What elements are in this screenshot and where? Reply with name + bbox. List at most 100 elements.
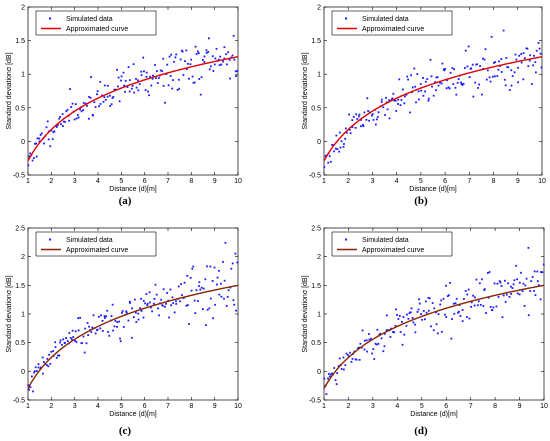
scatter-point — [522, 78, 525, 81]
scatter-point — [99, 80, 102, 83]
scatter-point — [344, 127, 347, 130]
legend-scatter-marker — [49, 17, 51, 20]
scatter-point — [91, 326, 94, 329]
legend-curve-label: Approximated curve — [362, 247, 424, 254]
scatter-point — [367, 110, 369, 112]
scatter-point — [386, 108, 389, 111]
scatter-point — [132, 63, 135, 66]
scatter-point — [424, 90, 426, 93]
scatter-point — [109, 105, 112, 107]
scatter-point — [464, 49, 467, 52]
scatter-point — [447, 86, 450, 89]
scatter-point — [148, 291, 151, 294]
scatter-point — [445, 87, 448, 90]
scatter-point — [372, 348, 375, 350]
scatter-point — [47, 365, 50, 368]
scatter-point — [105, 315, 108, 318]
scatter-point — [427, 309, 430, 312]
scatter-point — [53, 130, 56, 133]
scatter-point — [450, 337, 453, 340]
scatter-point — [334, 379, 337, 382]
scatter-point — [368, 333, 370, 335]
scatter-point — [59, 116, 62, 118]
scatter-point — [498, 280, 501, 283]
scatter-point — [534, 71, 537, 74]
scatter-point — [467, 288, 470, 291]
scatter-point — [399, 104, 402, 107]
scatter-point — [96, 90, 99, 93]
scatter-point — [494, 61, 497, 63]
axes-frame — [27, 227, 239, 401]
scatter-point — [70, 106, 73, 108]
scatter-point — [197, 300, 199, 302]
scatter-point — [188, 323, 190, 325]
scatter-point — [456, 81, 459, 84]
scatter-point — [128, 79, 131, 82]
scatter-point — [179, 58, 182, 61]
scatter-point — [530, 280, 533, 283]
scatter-point — [46, 120, 49, 123]
scatter-point — [371, 114, 373, 117]
scatter-point — [213, 63, 216, 66]
scatter-point — [185, 304, 188, 307]
scatter-point — [402, 88, 404, 91]
scatter-point — [139, 307, 142, 309]
scatter-point — [340, 140, 343, 143]
x-tick-label: 8 — [493, 403, 497, 410]
scatter-point — [185, 68, 188, 70]
scatter-point — [443, 69, 446, 72]
scatter-point — [189, 276, 192, 279]
scatter-point — [502, 294, 505, 297]
scatter-point — [198, 285, 200, 287]
scatter-point — [414, 331, 417, 334]
panel-label: (b) — [414, 195, 428, 207]
scatter-point — [346, 131, 348, 134]
scatter-point — [385, 329, 388, 332]
scatter-point — [460, 81, 463, 84]
scatter-point — [129, 301, 131, 304]
scatter-point — [435, 89, 437, 92]
scatter-point — [520, 53, 523, 55]
scatter-point — [112, 329, 115, 332]
legend-scatter-label: Simulated data — [362, 16, 409, 23]
scatter-point — [228, 59, 231, 61]
scatter-point — [397, 318, 400, 320]
scatter-point — [525, 47, 528, 50]
x-axis-label: Distance (d)[m] — [410, 411, 458, 418]
scatter-point — [172, 79, 174, 81]
scatter-point — [225, 53, 227, 56]
scatter-point — [523, 57, 526, 60]
y-tick-label: 0 — [317, 369, 321, 376]
scatter-point — [133, 298, 136, 301]
scatter-point — [328, 375, 331, 378]
y-tick-label: -0.5 — [309, 398, 321, 405]
scatter-point — [82, 101, 85, 104]
scatter-point — [403, 333, 406, 336]
scatter-point — [113, 88, 116, 91]
y-tick-label: 1 — [21, 72, 25, 79]
scatter-point — [357, 115, 360, 118]
scatter-point — [461, 320, 464, 323]
scatter-point — [175, 303, 178, 305]
scatter-point — [430, 325, 432, 328]
scatter-point — [48, 353, 51, 356]
x-tick-label: 8 — [492, 178, 496, 185]
scatter-point — [338, 357, 341, 360]
scatter-point — [58, 117, 61, 120]
scatter-point — [154, 283, 157, 286]
scatter-point — [92, 114, 95, 117]
scatter-point — [234, 252, 237, 255]
scatter-point — [507, 282, 510, 285]
scatter-point — [61, 113, 64, 115]
scatter-point — [368, 338, 371, 341]
scatter-point — [533, 289, 535, 292]
scatter-point — [496, 75, 499, 77]
scatter-point — [424, 318, 426, 321]
scatter-point — [486, 69, 489, 72]
scatter-point — [203, 61, 206, 63]
scatter-point — [414, 85, 417, 88]
scatter-point — [106, 84, 109, 87]
scatter-point — [93, 101, 96, 104]
scatter-point — [124, 90, 126, 93]
